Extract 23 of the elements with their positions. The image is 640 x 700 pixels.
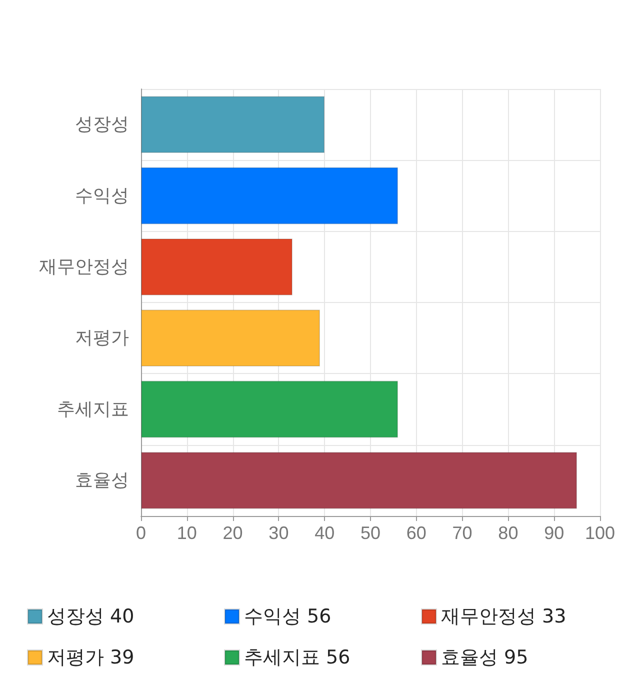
legend-label: 저평가 39 bbox=[47, 646, 134, 668]
x-tick-label: 90 bbox=[544, 523, 564, 543]
legend-label: 재무안정성 33 bbox=[441, 606, 566, 628]
y-tick-label: 수익성 bbox=[75, 185, 129, 206]
y-tick-label: 저평가 bbox=[75, 328, 129, 349]
x-tick-label: 0 bbox=[136, 523, 146, 543]
x-tick-label: 80 bbox=[498, 523, 518, 543]
x-tick-label: 70 bbox=[452, 523, 472, 543]
x-tick-label: 60 bbox=[406, 523, 426, 543]
y-tick-label: 재무안정성 bbox=[39, 256, 129, 278]
x-tick-label: 30 bbox=[268, 523, 289, 543]
y-tick-label: 추세지표 bbox=[57, 398, 129, 420]
legend-label: 수익성 56 bbox=[244, 606, 332, 628]
x-tick-label: 40 bbox=[314, 523, 335, 543]
y-tick-label: 성장성 bbox=[75, 114, 129, 136]
x-tick-label: 50 bbox=[360, 523, 381, 543]
x-tick-label: 10 bbox=[176, 523, 197, 543]
y-tick-label: 효율성 bbox=[75, 470, 129, 491]
legend-label: 추세지표 56 bbox=[244, 646, 350, 668]
legend-label: 효율성 95 bbox=[441, 646, 528, 668]
x-tick-label: 20 bbox=[222, 523, 243, 543]
legend-label: 성장성 40 bbox=[47, 606, 134, 628]
x-tick-label: 100 bbox=[584, 523, 616, 543]
